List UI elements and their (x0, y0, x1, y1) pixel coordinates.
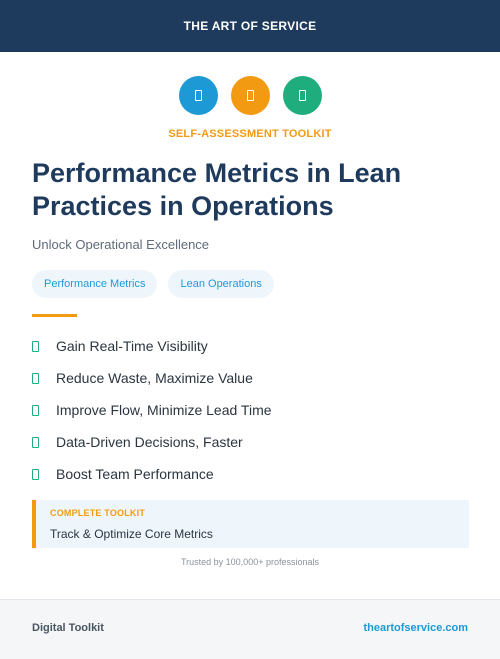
toolkit-callout: COMPLETE TOOLKIT Track & Optimize Core M… (32, 500, 469, 548)
benefit-text: Data-Driven Decisions, Faster (56, 434, 243, 450)
orange-circle-icon (230, 76, 270, 115)
tag-lean-operations[interactable]: Lean Operations (168, 270, 274, 298)
check-icon (32, 468, 39, 480)
page-title: Performance Metrics in Lean Practices in… (32, 158, 402, 221)
check-icon (32, 404, 39, 416)
benefit-text: Reduce Waste, Maximize Value (56, 370, 253, 386)
website-link[interactable]: theartofservice.com (363, 622, 468, 634)
toolkit-kicker: SELF-ASSESSMENT TOOLKIT (168, 128, 332, 140)
callout-text: Track & Optimize Core Metrics (50, 527, 213, 541)
list-item: Boost Team Performance (32, 458, 272, 490)
accent-divider (32, 314, 77, 317)
list-item: Data-Driven Decisions, Faster (32, 426, 272, 458)
trusted-note: Trusted by 100,000+ professionals (180, 557, 319, 567)
document-icon (194, 90, 202, 101)
benefit-list: Gain Real-Time Visibility Reduce Waste, … (32, 330, 272, 490)
benefit-text: Boost Team Performance (56, 466, 214, 482)
benefit-text: Improve Flow, Minimize Lead Time (56, 402, 272, 418)
callout-kicker: COMPLETE TOOLKIT (50, 508, 146, 518)
tag-list: Performance Metrics Lean Operations (32, 270, 274, 298)
tag-performance-metrics[interactable]: Performance Metrics (32, 270, 158, 298)
subtitle: Unlock Operational Excellence (32, 237, 210, 252)
header-bar: THE ART OF SERVICE (0, 0, 500, 52)
document-icon (298, 90, 306, 101)
blue-circle-icon (178, 76, 218, 115)
footer: Digital Toolkit theartofservice.com (0, 599, 500, 659)
document-icon (246, 90, 254, 101)
footer-label: Digital Toolkit (32, 622, 104, 634)
check-icon (32, 436, 39, 448)
benefit-text: Gain Real-Time Visibility (56, 338, 208, 354)
icon-row (0, 76, 500, 115)
list-item: Improve Flow, Minimize Lead Time (32, 394, 272, 426)
list-item: Reduce Waste, Maximize Value (32, 362, 272, 394)
brand-name: THE ART OF SERVICE (183, 19, 317, 33)
check-icon (32, 340, 39, 352)
check-icon (32, 372, 39, 384)
green-circle-icon (282, 76, 322, 115)
list-item: Gain Real-Time Visibility (32, 330, 272, 362)
